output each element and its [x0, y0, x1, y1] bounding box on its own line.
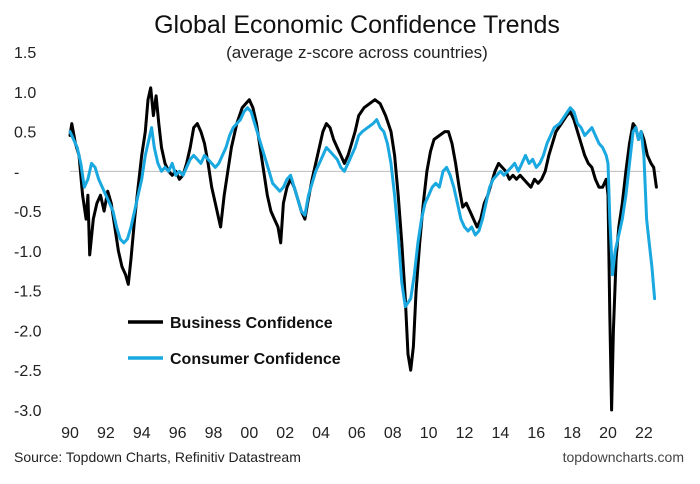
- x-tick-label: 96: [169, 425, 187, 442]
- legend-label-consumer: Consumer Confidence: [170, 351, 341, 368]
- y-tick-label: -1.0: [14, 244, 42, 261]
- y-tick-label: -1.5: [14, 284, 42, 301]
- series-layer: [68, 86, 658, 412]
- x-tick-label: 08: [384, 425, 402, 442]
- x-tick-label: 90: [61, 425, 79, 442]
- x-tick-label: 22: [635, 425, 653, 442]
- x-tick-label: 10: [420, 425, 438, 442]
- x-tick-label: 94: [133, 425, 151, 442]
- y-tick-label: -3.0: [14, 403, 42, 420]
- y-axis: 1.5 1.0 0.5 - -0.5 -1.0 -1.5 -2.0 -2.5 -3.0: [14, 45, 42, 420]
- y-tick-label: -: [14, 164, 19, 181]
- x-tick-label: 02: [276, 425, 294, 442]
- x-axis: 90 92 94 96 98 00 02 04 06 08 10 12 14 16 18 20 22: [61, 425, 653, 442]
- legend: Business Confidence Consumer Confidence: [128, 315, 341, 368]
- x-tick-label: 98: [205, 425, 223, 442]
- y-tick-label: -2.5: [14, 363, 42, 380]
- x-tick-label: 12: [456, 425, 474, 442]
- series-line-consumer-confidence: [68, 106, 657, 309]
- chart-subtitle: (average z-score across countries): [226, 43, 488, 62]
- y-tick-label: -2.0: [14, 323, 42, 340]
- x-tick-label: 92: [97, 425, 115, 442]
- y-tick-label: 1.0: [14, 85, 36, 102]
- legend-label-business: Business Confidence: [170, 315, 333, 332]
- chart-title: Global Economic Confidence Trends: [154, 11, 560, 39]
- watermark: topdowncharts.com: [563, 449, 684, 465]
- x-tick-label: 16: [527, 425, 545, 442]
- series-line-business-confidence: [68, 86, 658, 412]
- y-tick-label: -0.5: [14, 204, 42, 221]
- x-tick-label: 20: [599, 425, 617, 442]
- x-tick-label: 14: [491, 425, 509, 442]
- y-tick-label: 0.5: [14, 125, 36, 142]
- y-tick-label: 1.5: [14, 45, 36, 62]
- x-tick-label: 00: [240, 425, 258, 442]
- x-tick-label: 06: [348, 425, 366, 442]
- source-note: Source: Topdown Charts, Refinitiv Datast…: [14, 449, 301, 465]
- x-tick-label: 18: [563, 425, 581, 442]
- x-tick-label: 04: [312, 425, 330, 442]
